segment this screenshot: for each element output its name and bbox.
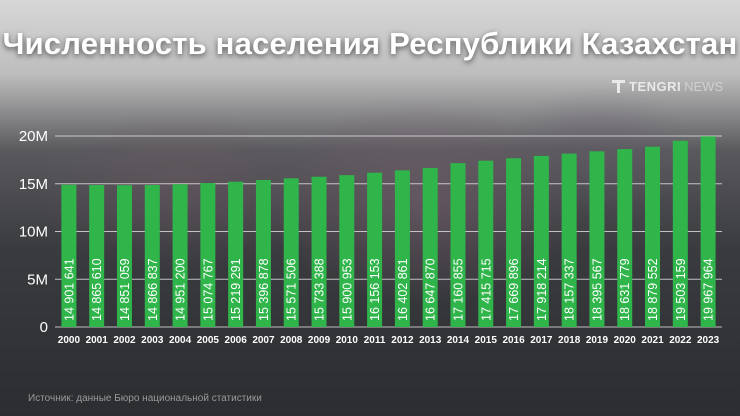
x-tick-label-2004: 2004	[169, 335, 192, 346]
x-tick-label-2020: 2020	[614, 335, 637, 346]
y-tick-label-15M: 15M	[19, 176, 48, 193]
tengri-logo-icon	[612, 80, 625, 93]
x-tick-label-2014: 2014	[447, 335, 470, 346]
bar-value-label-2016: 17 669 896	[507, 258, 521, 321]
bar-value-label-2015: 17 415 715	[479, 258, 493, 321]
x-tick-label-2023: 2023	[697, 335, 720, 346]
bar-value-label-2003: 14 866 837	[146, 258, 160, 321]
x-tick-label-2010: 2010	[336, 335, 359, 346]
y-tick-label-20M: 20M	[19, 128, 48, 145]
bar-value-label-2022: 19 503 159	[674, 258, 688, 321]
bar-2012	[394, 170, 410, 327]
x-tick-label-2018: 2018	[558, 335, 581, 346]
bar-value-label-2008: 15 571 506	[285, 258, 299, 321]
bar-2022	[672, 140, 688, 327]
x-tick-label-2007: 2007	[252, 335, 275, 346]
bar-2000	[61, 184, 77, 327]
bar-value-label-2018: 18 157 337	[563, 258, 577, 321]
bar-2006	[228, 181, 244, 327]
x-tick-label-2022: 2022	[669, 335, 692, 346]
source-note: Источник: данные Бюро национальной стати…	[28, 393, 262, 404]
bar-value-label-2011: 16 156 153	[368, 258, 382, 321]
bar-2003	[144, 185, 160, 327]
x-tick-label-2017: 2017	[530, 335, 553, 346]
bar-value-label-2006: 15 219 291	[229, 258, 243, 321]
x-tick-label-2006: 2006	[225, 335, 248, 346]
bar-2015	[478, 160, 494, 327]
bar-value-label-2023: 19 967 964	[702, 258, 716, 321]
bar-2021	[645, 146, 661, 327]
x-tick-label-2015: 2015	[475, 335, 498, 346]
x-tick-label-2000: 2000	[58, 335, 81, 346]
bar-2010	[339, 175, 355, 327]
bar-value-label-2007: 15 396 878	[257, 258, 271, 321]
bar-2008	[283, 178, 299, 327]
bar-value-label-2002: 14 851 059	[118, 258, 132, 321]
bar-value-label-2001: 14 865 610	[90, 258, 104, 321]
bar-2002	[116, 185, 132, 327]
bar-value-label-2021: 18 879 552	[646, 258, 660, 321]
bar-value-label-2014: 17 160 855	[451, 258, 465, 321]
bar-value-label-2004: 14 951 200	[174, 258, 188, 321]
y-tick-label-5M: 5M	[27, 271, 48, 288]
x-tick-label-2016: 2016	[502, 335, 525, 346]
x-tick-label-2003: 2003	[141, 335, 164, 346]
bar-value-label-2019: 18 395 567	[590, 258, 604, 321]
bar-value-label-2005: 15 074 767	[201, 258, 215, 321]
bar-2016	[506, 158, 522, 327]
bar-value-label-2000: 14 901 641	[62, 258, 76, 321]
x-tick-label-2002: 2002	[113, 335, 136, 346]
x-tick-label-2019: 2019	[586, 335, 609, 346]
tengri-news-logo: TENGRI NEWS	[612, 79, 723, 94]
bar-2013	[422, 168, 438, 327]
bar-value-label-2017: 17 918 214	[535, 258, 549, 321]
bar-2005	[200, 183, 216, 327]
x-tick-label-2008: 2008	[280, 335, 303, 346]
x-tick-label-2013: 2013	[419, 335, 442, 346]
bar-2007	[255, 179, 271, 327]
x-tick-label-2021: 2021	[641, 335, 664, 346]
x-tick-label-2005: 2005	[197, 335, 220, 346]
x-tick-label-2011: 2011	[364, 335, 386, 346]
bar-2018	[561, 153, 577, 327]
bar-2001	[89, 185, 105, 327]
bar-2004	[172, 184, 188, 327]
bar-2019	[589, 151, 605, 327]
bar-2014	[450, 163, 466, 327]
bar-value-label-2020: 18 631 779	[618, 258, 632, 321]
bar-value-label-2013: 16 647 870	[424, 258, 438, 321]
bar-2017	[533, 155, 549, 327]
y-tick-label-10M: 10M	[19, 224, 48, 241]
x-tick-label-2012: 2012	[391, 335, 414, 346]
bar-value-label-2012: 16 402 861	[396, 258, 410, 321]
bar-2023	[700, 136, 716, 327]
x-tick-label-2009: 2009	[308, 335, 331, 346]
page-title: Численность населения Республики Казахст…	[2, 26, 738, 61]
bar-2020	[617, 149, 633, 327]
bar-2009	[311, 176, 327, 327]
y-tick-label-0: 0	[40, 319, 48, 336]
logo-word: TENGRI	[629, 79, 682, 94]
logo-sub: NEWS	[684, 79, 724, 94]
bar-value-label-2010: 15 900 953	[340, 258, 354, 321]
x-tick-label-2001: 2001	[86, 335, 109, 346]
bar-value-label-2009: 15 733 388	[313, 258, 327, 321]
bar-2011	[367, 172, 383, 327]
